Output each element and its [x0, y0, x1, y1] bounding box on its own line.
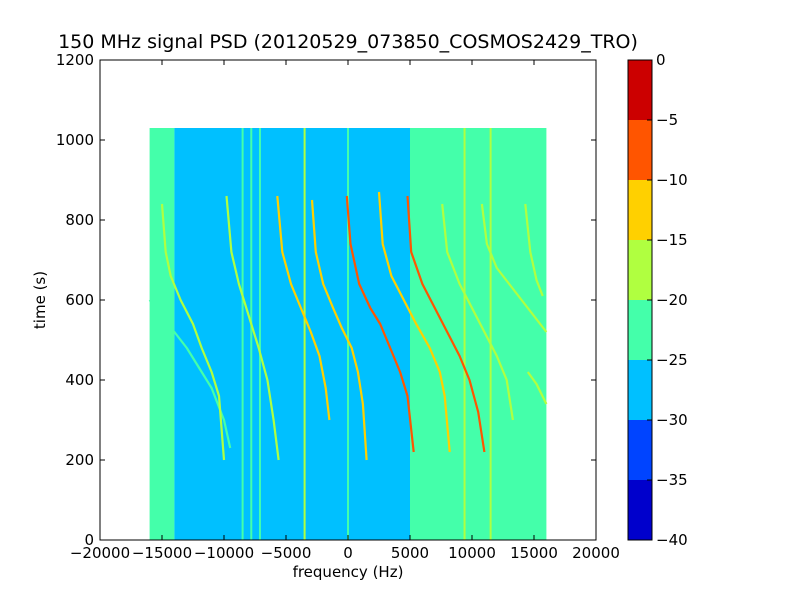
x-axis: −20000 −15000 −10000 −5000 0 5000 10000 15000 20… [70, 60, 620, 562]
colorbar-band [628, 240, 652, 300]
x-axis-label: frequency (Hz) [293, 563, 404, 581]
y-tick-label: 1000 [56, 131, 94, 149]
plot-area: −20000 −15000 −10000 −5000 0 5000 10000 15000 20… [56, 51, 620, 562]
trace-0 [148, 299, 232, 449]
heatmap-image [148, 128, 548, 540]
heatmap-region-1 [174, 128, 410, 540]
colorbar-band [628, 480, 652, 540]
y-tick-label: 200 [65, 451, 94, 469]
x-tick-label: −20000 [70, 544, 130, 562]
x-tick-label: −10000 [194, 544, 254, 562]
colorbar-tick-label: −25 [656, 351, 688, 369]
trace-11 [526, 371, 548, 405]
trace-7 [406, 195, 486, 453]
colorbar-band [628, 120, 652, 180]
x-tick-label: 10000 [448, 544, 496, 562]
colorbar-tick-label: −15 [656, 231, 688, 249]
trace-6 [377, 191, 451, 453]
colorbar-tick-label: 0 [656, 51, 666, 69]
heatmap-region-2 [410, 128, 547, 540]
y-tick-label: 400 [65, 371, 94, 389]
x-tick-label: 15000 [510, 544, 558, 562]
x-tick-label: −5000 [261, 544, 312, 562]
x-tick-label: 5000 [391, 544, 429, 562]
colorbar-band [628, 300, 652, 360]
trace-9 [480, 203, 548, 333]
y-axis-label: time (s) [31, 271, 49, 329]
colorbar-band [628, 360, 652, 420]
y-tick-label: 1200 [56, 51, 94, 69]
x-tick-label: −15000 [132, 544, 192, 562]
colorbar-tick-label: −35 [656, 471, 688, 489]
colorbar-tick-label: −20 [656, 291, 688, 309]
trace-3 [276, 195, 331, 421]
trace-2 [225, 195, 280, 461]
x-tick-label: 0 [343, 544, 353, 562]
trace-4 [310, 199, 368, 461]
y-tick-label: 600 [65, 291, 94, 309]
chart-title: 150 MHz signal PSD (20120529_073850_COSM… [58, 31, 638, 53]
trace-8 [441, 203, 514, 421]
colorbar-band [628, 60, 652, 120]
heatmap-region-0 [149, 128, 175, 540]
x-tick-label: 20000 [572, 544, 620, 562]
colorbar-band [628, 180, 652, 240]
colorbar-tick-label: −30 [656, 411, 688, 429]
colorbar-band [628, 420, 652, 480]
y-axis: 0 200 400 600 800 1000 1200 [56, 51, 596, 549]
trace-1 [160, 203, 226, 461]
colorbar-tick-label: −5 [656, 111, 678, 129]
trace-5 [345, 195, 415, 453]
trace-10 [524, 203, 544, 297]
colorbar-tick-label: −40 [656, 531, 688, 549]
colorbar-tick-label: −10 [656, 171, 688, 189]
colorbar: −40 −35 −30 −25 −20 −15 −10 −5 0 [627, 51, 688, 549]
y-tick-label: 0 [84, 531, 94, 549]
y-tick-label: 800 [65, 211, 94, 229]
